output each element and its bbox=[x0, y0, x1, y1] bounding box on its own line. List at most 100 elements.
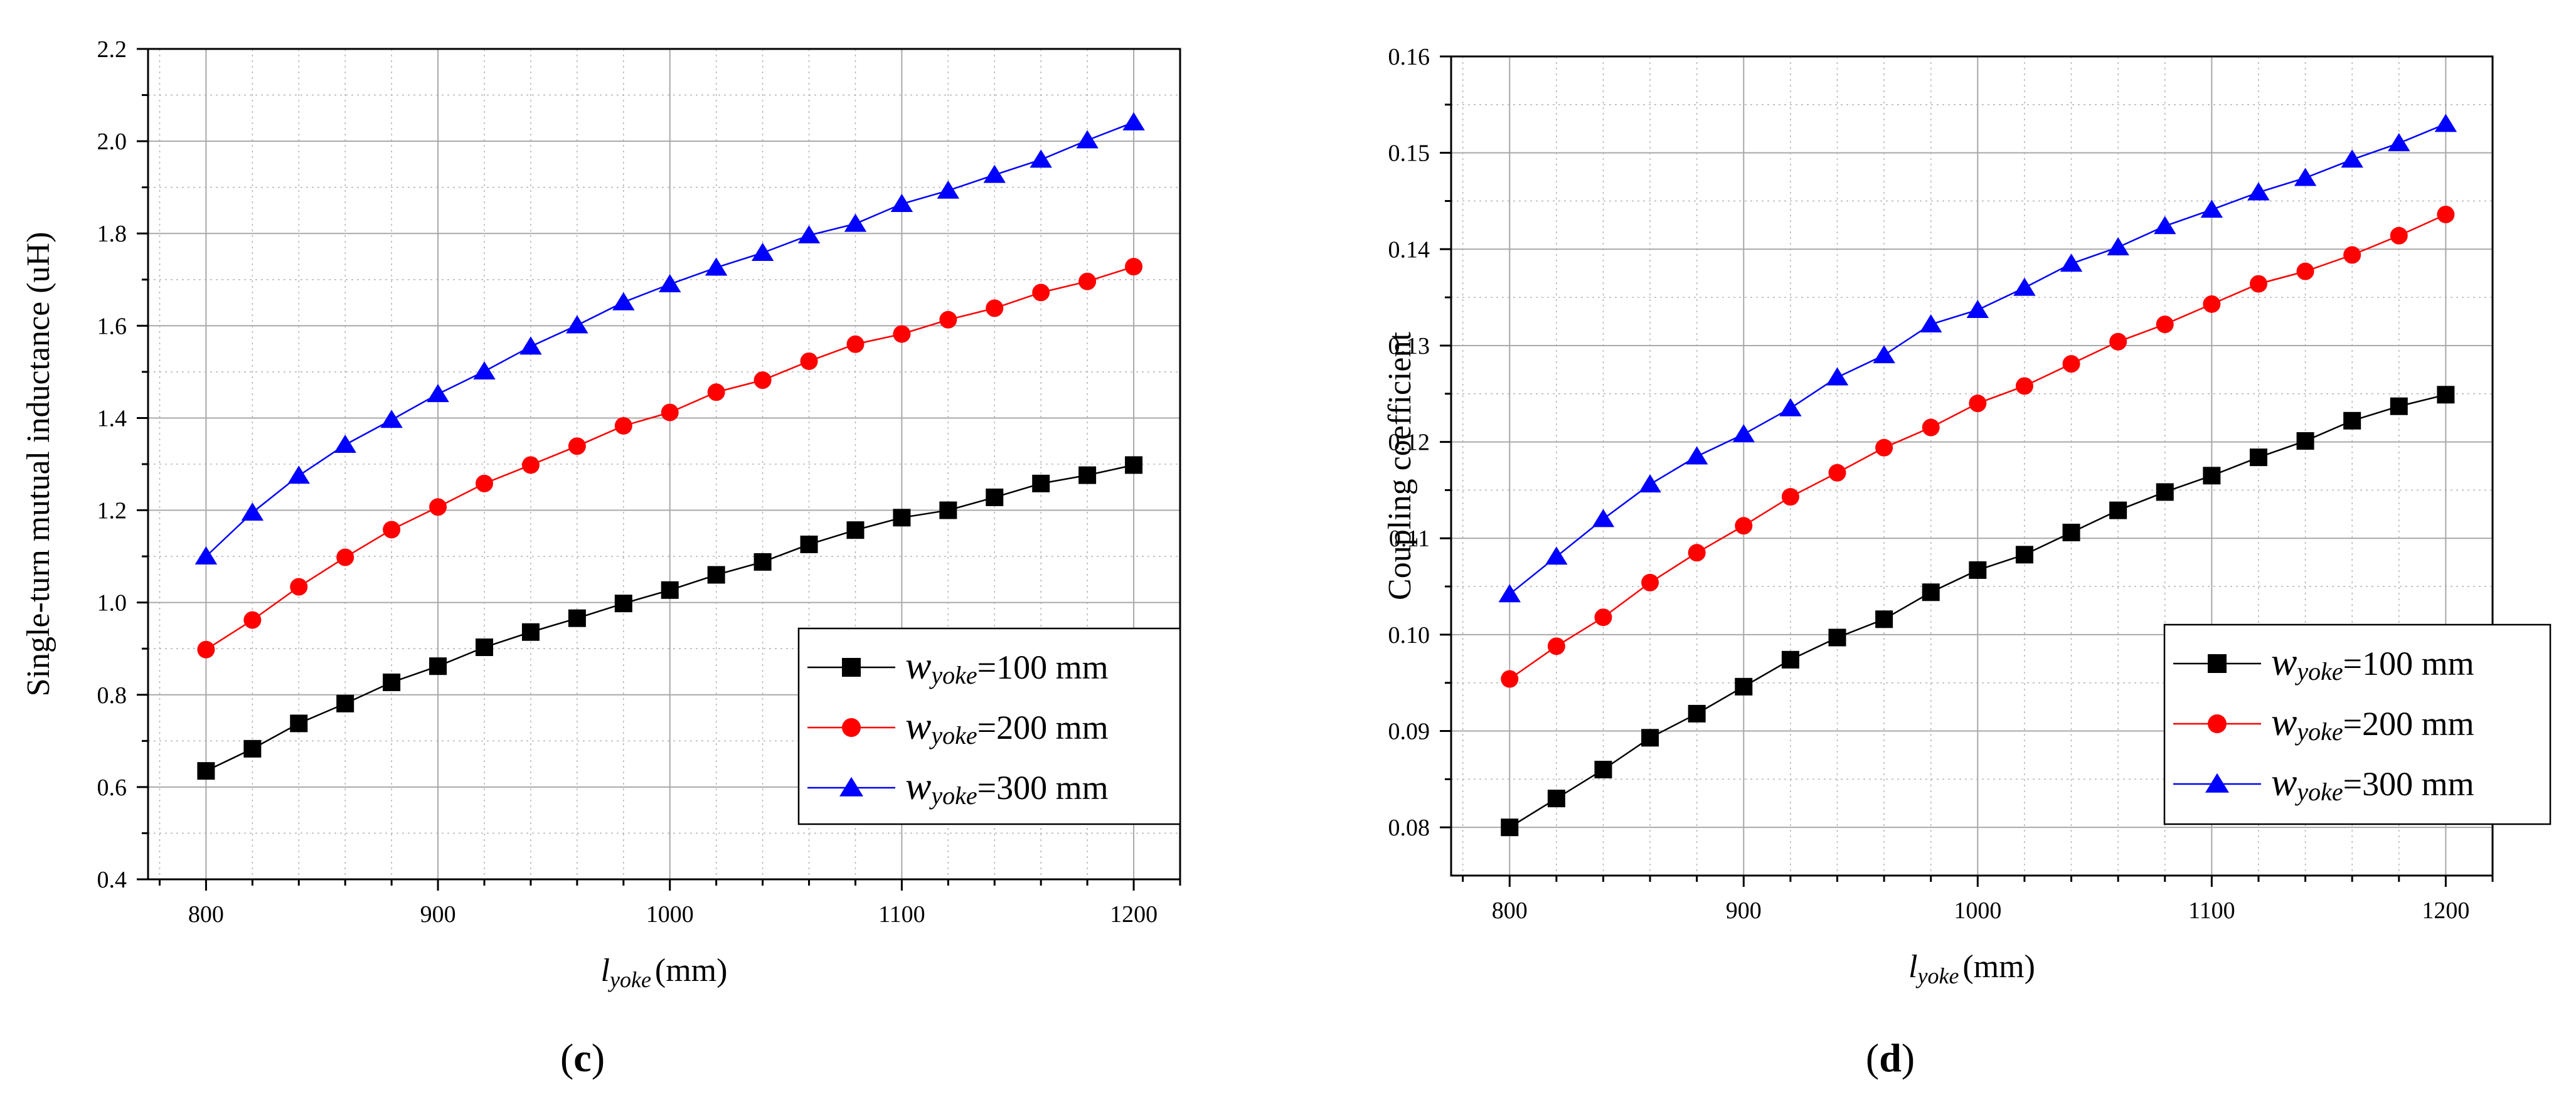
x-tick-label: 1200 bbox=[1110, 901, 1158, 928]
data-point bbox=[476, 474, 494, 492]
data-point bbox=[473, 361, 496, 380]
data-point bbox=[336, 694, 354, 712]
data-point bbox=[1873, 345, 1895, 364]
data-point bbox=[753, 553, 772, 571]
data-point bbox=[1920, 314, 1942, 333]
chart-panel-c: 800 900 1000 1100 1200 0.4 0.6 0.8 1.0 1.2 1.4 1.6 1… bbox=[21, 36, 1181, 1080]
data-point bbox=[939, 501, 957, 519]
data-point bbox=[1592, 509, 1615, 527]
legend-value: =300 mm bbox=[977, 769, 1109, 807]
data-point bbox=[1032, 474, 1050, 492]
x-axis-var: l bbox=[1908, 949, 1917, 985]
data-point bbox=[753, 371, 772, 389]
legend-entry-3: wyoke=300 mm bbox=[807, 765, 1109, 810]
data-point bbox=[2060, 253, 2083, 272]
y-tick-label: 0.08 bbox=[1388, 815, 1430, 841]
data-point bbox=[2200, 199, 2223, 218]
x-axis-title: lyoke (mm) bbox=[1908, 949, 2035, 988]
data-point bbox=[1735, 677, 1753, 696]
data-point bbox=[1779, 398, 1802, 416]
panel-letter: d bbox=[1879, 1035, 1902, 1080]
data-point bbox=[1685, 446, 1708, 465]
data-point bbox=[893, 325, 911, 343]
x-tick-label: 900 bbox=[420, 901, 456, 928]
y-tick-label: 0.11 bbox=[1389, 526, 1430, 552]
series-2 bbox=[1501, 205, 2455, 688]
legend-entry-1: wyoke=100 mm bbox=[2173, 641, 2474, 686]
data-point bbox=[1969, 395, 1987, 413]
data-point bbox=[1545, 546, 1568, 565]
y-tick-label: 0.13 bbox=[1388, 333, 1430, 359]
data-point bbox=[243, 611, 262, 629]
data-point bbox=[1076, 130, 1099, 149]
data-point bbox=[612, 292, 635, 310]
y-tick-label: 2.0 bbox=[97, 129, 127, 155]
panel-letter: c bbox=[573, 1035, 591, 1080]
x-tick-label: 1100 bbox=[878, 901, 925, 928]
data-point bbox=[2015, 546, 2033, 564]
legend-value: =200 mm bbox=[977, 709, 1109, 746]
data-point bbox=[2390, 397, 2408, 415]
data-point bbox=[194, 546, 218, 564]
data-point bbox=[1078, 272, 1097, 290]
data-point bbox=[429, 498, 447, 516]
data-point bbox=[1828, 628, 1846, 647]
data-point bbox=[797, 225, 821, 244]
legend-marker bbox=[839, 776, 863, 797]
x-axis-title: lyoke (mm) bbox=[601, 953, 728, 992]
legend-var: w bbox=[905, 705, 931, 748]
y-tick-label: 0.10 bbox=[1388, 622, 1430, 649]
data-point bbox=[800, 352, 818, 370]
data-point bbox=[2107, 237, 2129, 256]
legend-label: wyoke=100 mm bbox=[2271, 641, 2474, 686]
data-point bbox=[334, 435, 356, 453]
plot-frame bbox=[1450, 55, 2494, 877]
data-point bbox=[1781, 650, 1799, 669]
legend-value: =200 mm bbox=[2343, 705, 2474, 743]
data-point bbox=[476, 638, 494, 657]
data-point bbox=[1826, 367, 1849, 386]
data-point bbox=[521, 456, 540, 474]
data-point bbox=[2156, 483, 2174, 501]
data-point bbox=[2341, 149, 2363, 168]
legend-label: wyoke=200 mm bbox=[2271, 701, 2474, 746]
data-point bbox=[890, 194, 913, 213]
panel-label: (c) bbox=[560, 1035, 605, 1080]
x-tick-label: 1200 bbox=[2422, 898, 2469, 924]
x-axis-sub: yoke bbox=[1915, 963, 1959, 988]
legend-label: wyoke=200 mm bbox=[905, 705, 1109, 749]
data-point bbox=[1125, 258, 1143, 276]
data-point bbox=[1688, 544, 1706, 562]
data-point bbox=[1125, 456, 1143, 474]
ticks: 800 900 1000 1100 1200 0.4 0.6 0.8 1.0 1.2 1.4 1.6 1… bbox=[97, 36, 1181, 928]
data-point bbox=[2247, 182, 2270, 201]
legend-label: wyoke=300 mm bbox=[2271, 761, 2474, 806]
legend-sub: yoke bbox=[929, 661, 977, 689]
legend-var: w bbox=[905, 765, 931, 808]
data-point bbox=[336, 548, 354, 566]
data-point bbox=[2015, 377, 2033, 395]
y-axis-title: Single-turn mutual inductance (uH) bbox=[21, 232, 56, 697]
y-tick-label: 0.8 bbox=[97, 682, 127, 709]
data-point bbox=[427, 384, 449, 403]
data-point bbox=[751, 243, 774, 261]
data-point bbox=[2294, 167, 2317, 186]
legend-var: w bbox=[2271, 761, 2297, 804]
data-point bbox=[2296, 432, 2314, 450]
y-tick-label: 0.16 bbox=[1388, 44, 1430, 70]
data-point bbox=[1828, 463, 1846, 482]
data-point bbox=[2109, 501, 2127, 519]
legend-entry-2: wyoke=200 mm bbox=[807, 705, 1109, 749]
data-point bbox=[893, 509, 911, 527]
y-tick-label: 0.14 bbox=[1388, 236, 1430, 263]
legend-label: wyoke=300 mm bbox=[905, 765, 1109, 810]
legend-sub: yoke bbox=[929, 781, 977, 810]
legend-value: =300 mm bbox=[2343, 765, 2474, 803]
legend-marker bbox=[2208, 654, 2227, 673]
data-point bbox=[986, 488, 1004, 506]
y-tick-label: 0.4 bbox=[97, 867, 127, 893]
series-2 bbox=[197, 258, 1143, 659]
y-tick-label: 2.2 bbox=[97, 36, 127, 63]
data-point bbox=[1781, 488, 1799, 506]
